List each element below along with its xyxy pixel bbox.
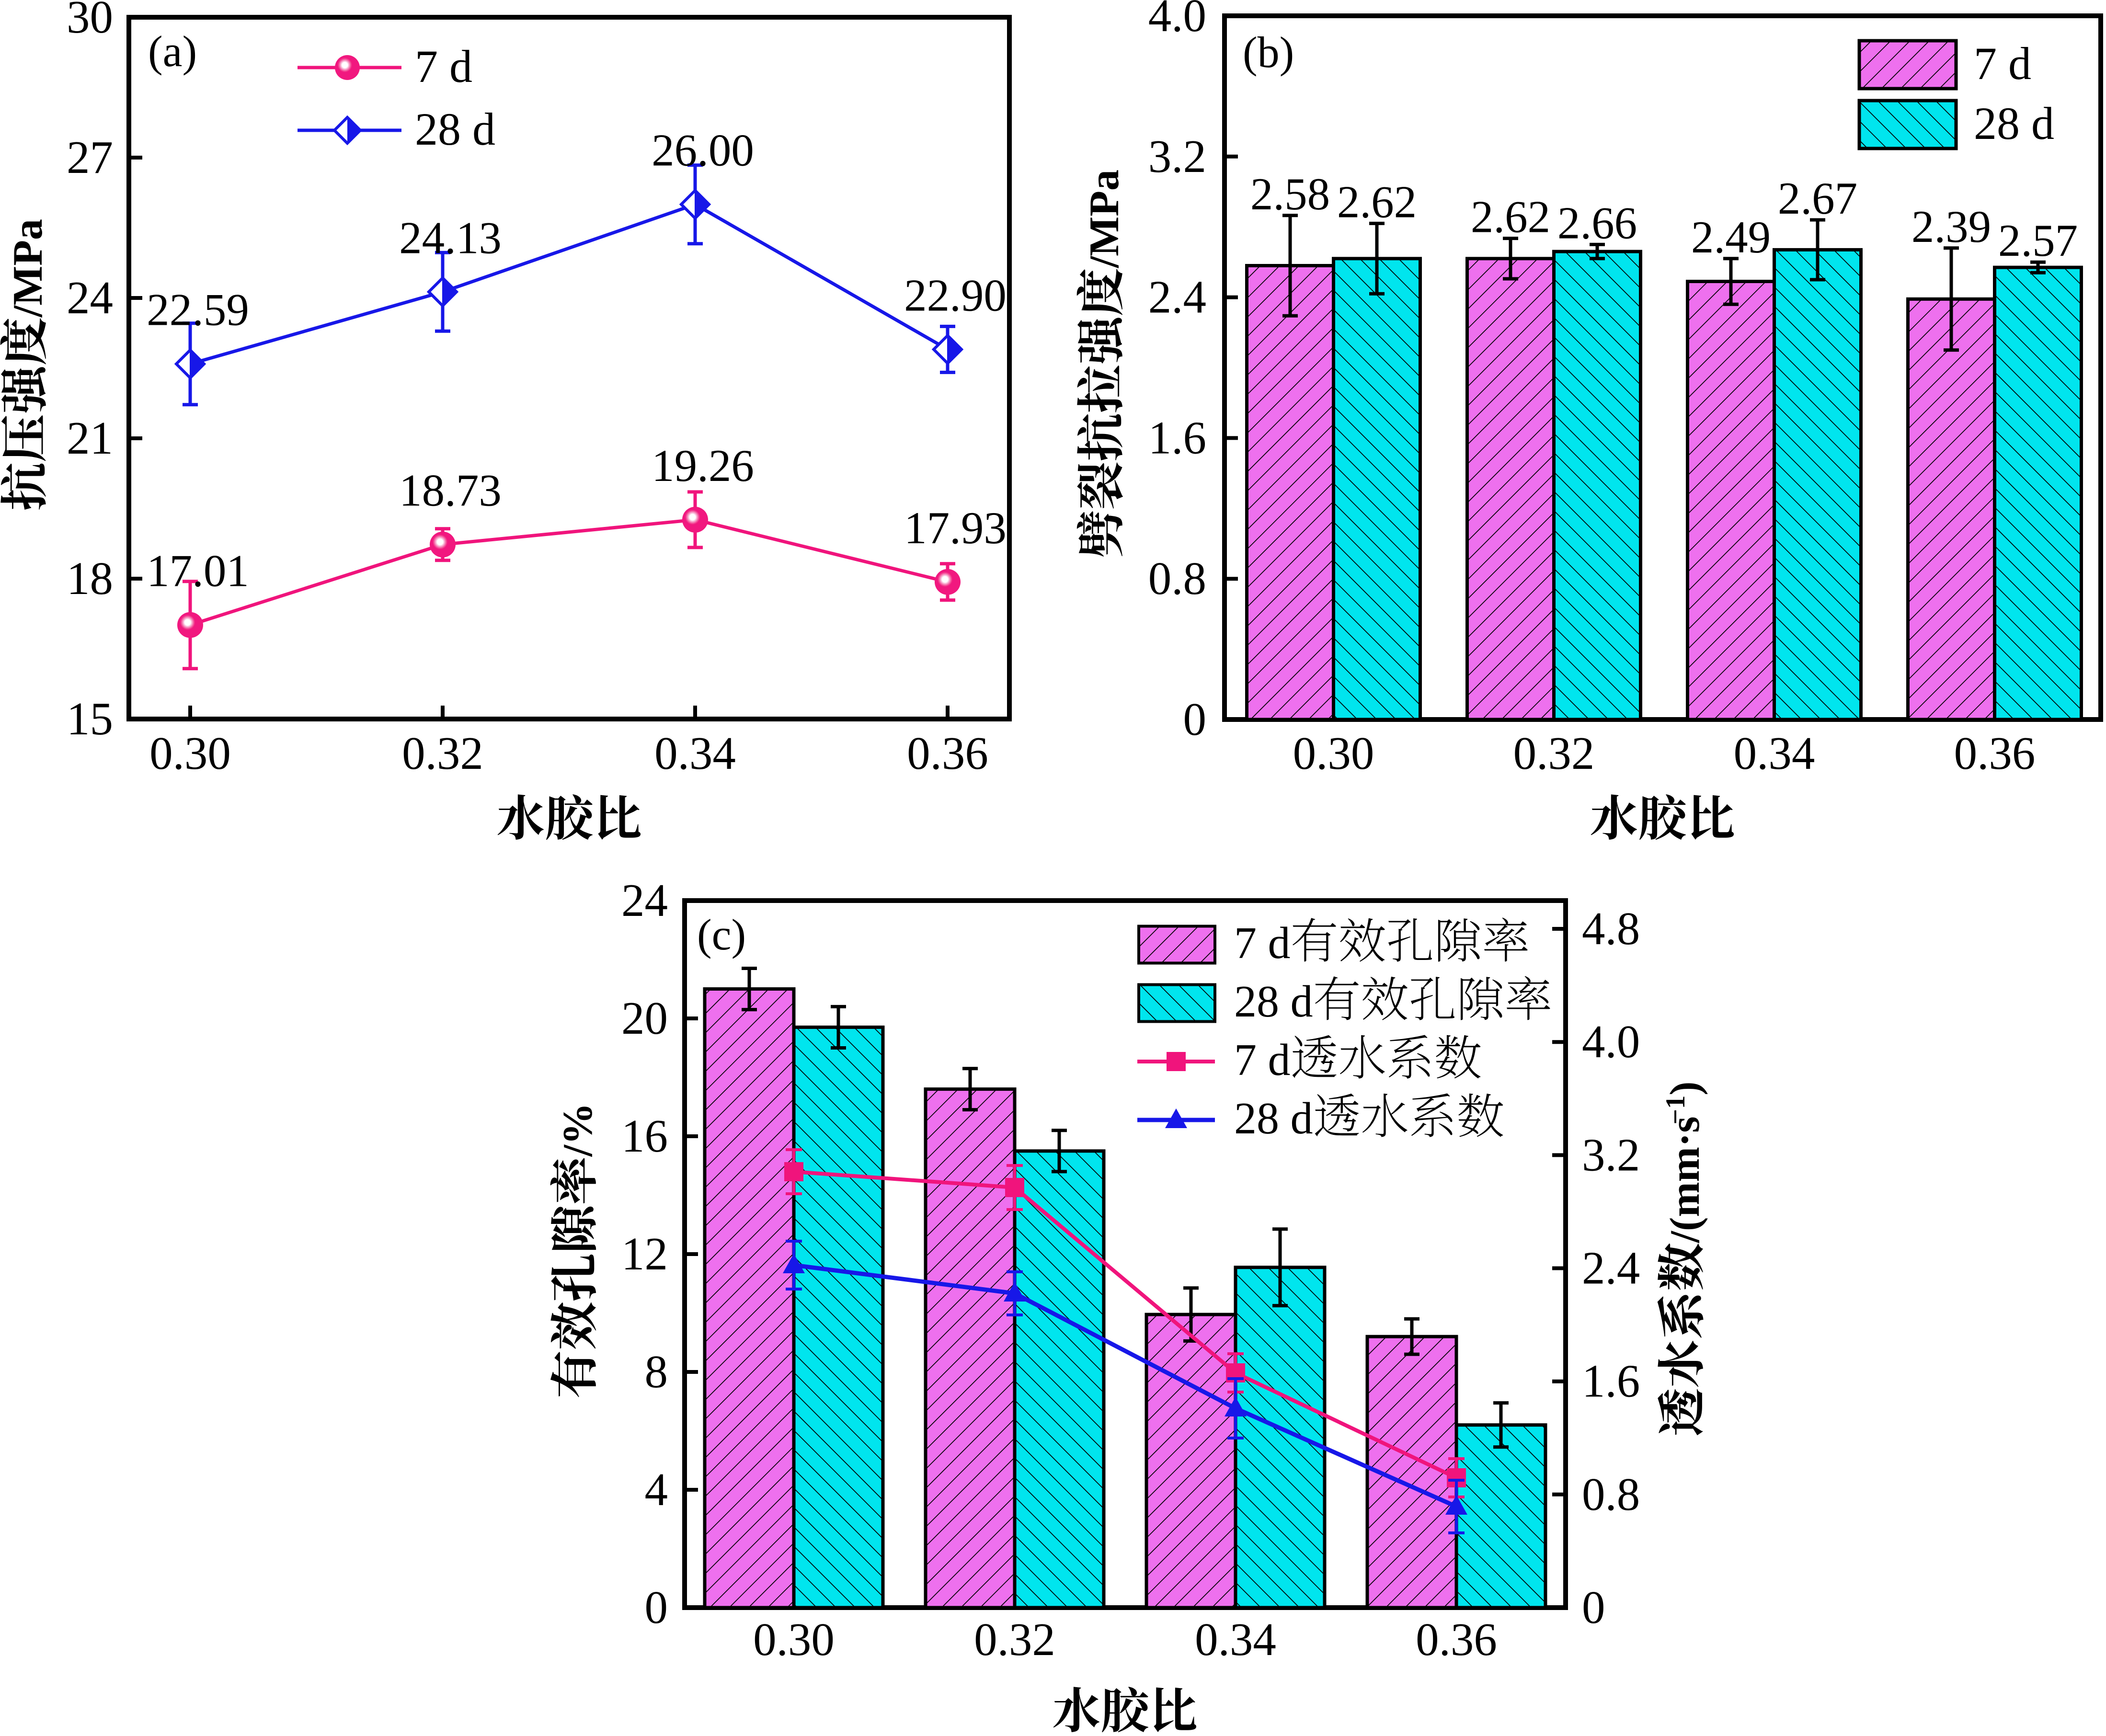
- svg-text:4.8: 4.8: [1582, 903, 1640, 954]
- svg-text:0.8: 0.8: [1582, 1469, 1640, 1520]
- svg-text:4: 4: [645, 1464, 668, 1515]
- svg-text:24: 24: [621, 875, 668, 926]
- svg-text:28 d: 28 d: [1234, 1094, 1313, 1143]
- svg-text:24.13: 24.13: [399, 212, 502, 263]
- svg-text:7 d: 7 d: [1234, 1035, 1291, 1085]
- svg-text:0.34: 0.34: [1734, 728, 1815, 779]
- svg-text:3.2: 3.2: [1148, 131, 1206, 182]
- svg-text:27: 27: [67, 132, 113, 183]
- svg-text:1.6: 1.6: [1582, 1356, 1640, 1407]
- svg-text:19.26: 19.26: [652, 440, 754, 491]
- svg-text:30: 30: [67, 0, 113, 43]
- svg-text:0.36: 0.36: [1954, 728, 2036, 779]
- svg-text:2.62: 2.62: [1337, 176, 1417, 227]
- svg-text:20: 20: [621, 993, 668, 1044]
- svg-text:2.4: 2.4: [1582, 1243, 1640, 1294]
- svg-text:21: 21: [67, 412, 113, 464]
- svg-text:28 d: 28 d: [415, 103, 495, 155]
- svg-text:4.0: 4.0: [1148, 0, 1206, 41]
- svg-text:18.73: 18.73: [399, 465, 502, 516]
- svg-text:/(mm·s: /(mm·s: [1662, 1116, 1708, 1243]
- svg-text:12: 12: [621, 1228, 668, 1279]
- svg-text:−1: −1: [1660, 1096, 1691, 1125]
- svg-text:0.32: 0.32: [1513, 728, 1595, 779]
- svg-text:7 d: 7 d: [1974, 38, 2031, 89]
- svg-text:7 d: 7 d: [1234, 918, 1291, 968]
- svg-text:/MPa: /MPa: [1081, 170, 1128, 268]
- svg-text:26.00: 26.00: [652, 125, 754, 176]
- svg-text:22.90: 22.90: [904, 270, 1007, 320]
- svg-text:17.93: 17.93: [904, 503, 1007, 553]
- svg-text:0: 0: [1582, 1582, 1605, 1633]
- svg-text:3.2: 3.2: [1582, 1129, 1640, 1180]
- svg-text:0.8: 0.8: [1148, 553, 1206, 604]
- svg-text:0.36: 0.36: [1416, 1614, 1497, 1665]
- svg-text:0.34: 0.34: [654, 728, 736, 779]
- svg-text:16: 16: [621, 1110, 668, 1162]
- svg-text:28 d: 28 d: [1974, 98, 2054, 149]
- svg-text:2.4: 2.4: [1148, 272, 1206, 323]
- svg-text:22.59: 22.59: [147, 285, 249, 335]
- svg-text:(b): (b): [1243, 28, 1294, 77]
- svg-text:0.30: 0.30: [1293, 728, 1374, 779]
- svg-text:): ): [1662, 1081, 1708, 1095]
- svg-text:0: 0: [645, 1582, 668, 1633]
- svg-text:2.67: 2.67: [1778, 173, 1857, 224]
- svg-text:2.62: 2.62: [1471, 192, 1550, 242]
- svg-text:24: 24: [67, 272, 113, 323]
- svg-text:0.32: 0.32: [974, 1614, 1055, 1665]
- svg-text:28 d: 28 d: [1234, 977, 1313, 1027]
- svg-text:2.57: 2.57: [1998, 215, 2078, 266]
- svg-text:0.32: 0.32: [402, 728, 483, 779]
- svg-text:2.58: 2.58: [1250, 169, 1330, 219]
- svg-text:/MPa: /MPa: [5, 219, 51, 318]
- svg-text:2.39: 2.39: [1911, 201, 1991, 252]
- svg-text:7 d: 7 d: [415, 41, 472, 92]
- svg-text:4.0: 4.0: [1582, 1016, 1640, 1067]
- svg-text:(a): (a): [148, 27, 197, 76]
- svg-text:18: 18: [67, 553, 113, 604]
- svg-text:0.30: 0.30: [149, 728, 231, 779]
- svg-text:2.66: 2.66: [1557, 197, 1637, 248]
- svg-text:15: 15: [67, 693, 113, 744]
- svg-text:2.49: 2.49: [1691, 212, 1771, 263]
- svg-text:0.34: 0.34: [1195, 1614, 1276, 1665]
- svg-text:8: 8: [645, 1346, 668, 1397]
- svg-text:0.30: 0.30: [753, 1614, 835, 1665]
- svg-text:(c): (c): [697, 910, 746, 959]
- svg-text:17.01: 17.01: [147, 546, 249, 596]
- svg-text:0.36: 0.36: [907, 728, 988, 779]
- svg-text:1.6: 1.6: [1148, 412, 1206, 463]
- svg-text:/%: /%: [555, 1103, 601, 1157]
- svg-text:0: 0: [1183, 694, 1207, 745]
